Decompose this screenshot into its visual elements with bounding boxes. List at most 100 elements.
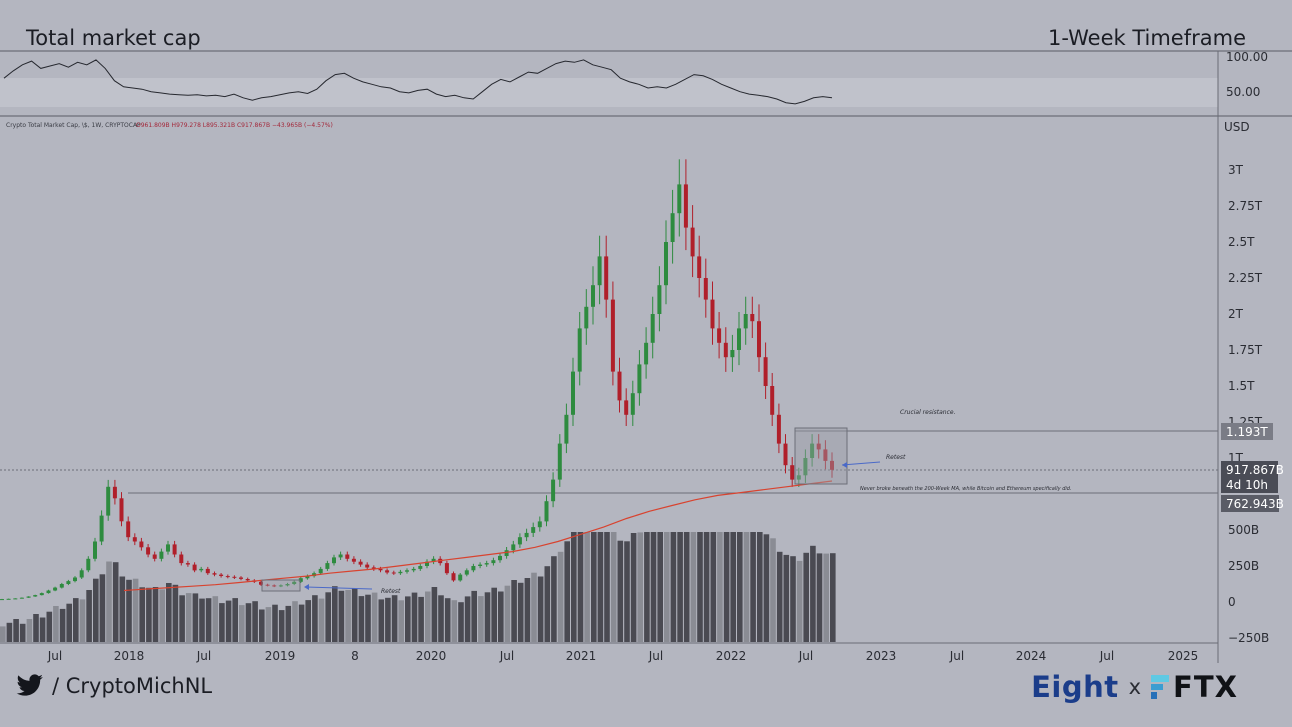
rsi-band bbox=[0, 78, 1218, 107]
volume-bar bbox=[239, 605, 245, 642]
volume-bar bbox=[112, 562, 119, 642]
volume-bar bbox=[577, 532, 584, 642]
eight-logo: Eight bbox=[1031, 670, 1119, 704]
volume-bar bbox=[259, 609, 265, 642]
y-tick-250b: 250B bbox=[1228, 559, 1259, 573]
candle-down bbox=[265, 584, 270, 586]
retest-box-2019 bbox=[261, 579, 301, 592]
candle-down bbox=[192, 564, 197, 571]
volume-bar bbox=[371, 592, 378, 642]
annotation-retest-2022: Retest bbox=[886, 454, 906, 461]
author-handle: / CryptoMichNL bbox=[16, 674, 212, 698]
candle-down bbox=[624, 400, 629, 415]
candle-down bbox=[112, 486, 117, 499]
candle-up bbox=[464, 570, 469, 575]
candle-up bbox=[332, 557, 336, 564]
candle-up bbox=[730, 350, 735, 358]
volume-bar bbox=[717, 532, 723, 642]
candle-down bbox=[823, 449, 828, 461]
volume-bar bbox=[245, 603, 252, 642]
volume-bar bbox=[13, 619, 19, 642]
candle-up bbox=[6, 598, 11, 600]
handle-text: / CryptoMichNL bbox=[52, 674, 213, 698]
x-tick-2023: 2023 bbox=[866, 649, 897, 663]
candle-up bbox=[557, 443, 562, 480]
volume-bar bbox=[219, 603, 225, 642]
volume-bar bbox=[624, 541, 630, 642]
volume-bar bbox=[139, 587, 145, 642]
timeframe-label: 1-Week Timeframe bbox=[1048, 26, 1246, 50]
volume-bar bbox=[93, 578, 99, 642]
volume-bar bbox=[511, 580, 517, 642]
candle-up bbox=[79, 570, 84, 578]
volume-bar bbox=[172, 584, 179, 642]
candle-down bbox=[172, 544, 177, 555]
candle-up bbox=[551, 479, 556, 502]
volume-bar bbox=[73, 598, 79, 642]
volume-bar bbox=[730, 532, 736, 642]
candle-up bbox=[810, 443, 815, 458]
rsi-tick-100: 100.00 bbox=[1226, 50, 1268, 64]
candle-down bbox=[272, 585, 277, 587]
volume-bar bbox=[597, 532, 604, 642]
candle-up bbox=[524, 532, 529, 538]
volume-bar bbox=[312, 595, 318, 642]
candle-up bbox=[405, 570, 409, 572]
volume-bar bbox=[690, 532, 697, 642]
volume-bar bbox=[723, 532, 730, 642]
candle-up bbox=[796, 475, 801, 480]
x-tick-2018: 2018 bbox=[114, 649, 145, 663]
candle-up bbox=[298, 578, 303, 582]
symbol-name: Crypto Total Market Cap, \$, 1W, CRYPTOC… bbox=[6, 122, 141, 129]
candle-down bbox=[219, 574, 224, 576]
volume-bar bbox=[332, 586, 338, 642]
volume-bar bbox=[39, 617, 46, 642]
candle-down bbox=[232, 576, 237, 578]
x-tick-jul-2024: Jul bbox=[1099, 649, 1114, 663]
candle-down bbox=[132, 537, 137, 542]
volume-bar bbox=[557, 551, 564, 642]
volume-bar bbox=[464, 596, 471, 642]
candle-up bbox=[278, 585, 283, 587]
candle-down bbox=[119, 498, 124, 522]
candle-down bbox=[239, 577, 243, 579]
candle-up bbox=[504, 550, 509, 556]
volume-bar bbox=[119, 576, 126, 642]
candle-up bbox=[537, 521, 542, 528]
ftx-mark-icon bbox=[1151, 675, 1170, 699]
volume-bar bbox=[498, 591, 504, 642]
candle-up bbox=[644, 342, 649, 365]
candle-up bbox=[484, 563, 489, 565]
candle-down bbox=[179, 554, 184, 564]
candle-down bbox=[717, 328, 722, 343]
candle-down bbox=[146, 547, 151, 555]
volume-bar bbox=[166, 583, 172, 642]
volume-bar bbox=[504, 585, 511, 642]
candle-up bbox=[511, 544, 516, 551]
volume-bar bbox=[571, 532, 577, 642]
price-label-current-box bbox=[1221, 461, 1278, 493]
y-tick-0: 0 bbox=[1228, 595, 1236, 609]
volume-bar bbox=[796, 560, 803, 642]
candle-down bbox=[391, 572, 396, 574]
candle-up bbox=[292, 581, 297, 584]
retest-box-2022 bbox=[794, 427, 848, 485]
volume-bar bbox=[657, 532, 663, 642]
candle-down bbox=[790, 465, 795, 480]
candle-down bbox=[185, 563, 190, 565]
x-tick-2022: 2022 bbox=[716, 649, 747, 663]
annotation-ma-note: Never broke beneath the 200-Week MA, whi… bbox=[860, 486, 1072, 492]
volume-bar bbox=[630, 533, 637, 642]
candle-up bbox=[13, 598, 18, 600]
candle-down bbox=[757, 321, 761, 358]
candle-up bbox=[33, 595, 38, 597]
rsi-line bbox=[3, 59, 833, 105]
candle-up bbox=[458, 574, 463, 581]
candle-up bbox=[318, 568, 323, 574]
volume-bar bbox=[471, 590, 477, 642]
candle-down bbox=[152, 554, 157, 559]
volume-bar bbox=[325, 592, 331, 642]
volume-bar bbox=[212, 596, 219, 642]
volume-bar bbox=[750, 532, 756, 642]
